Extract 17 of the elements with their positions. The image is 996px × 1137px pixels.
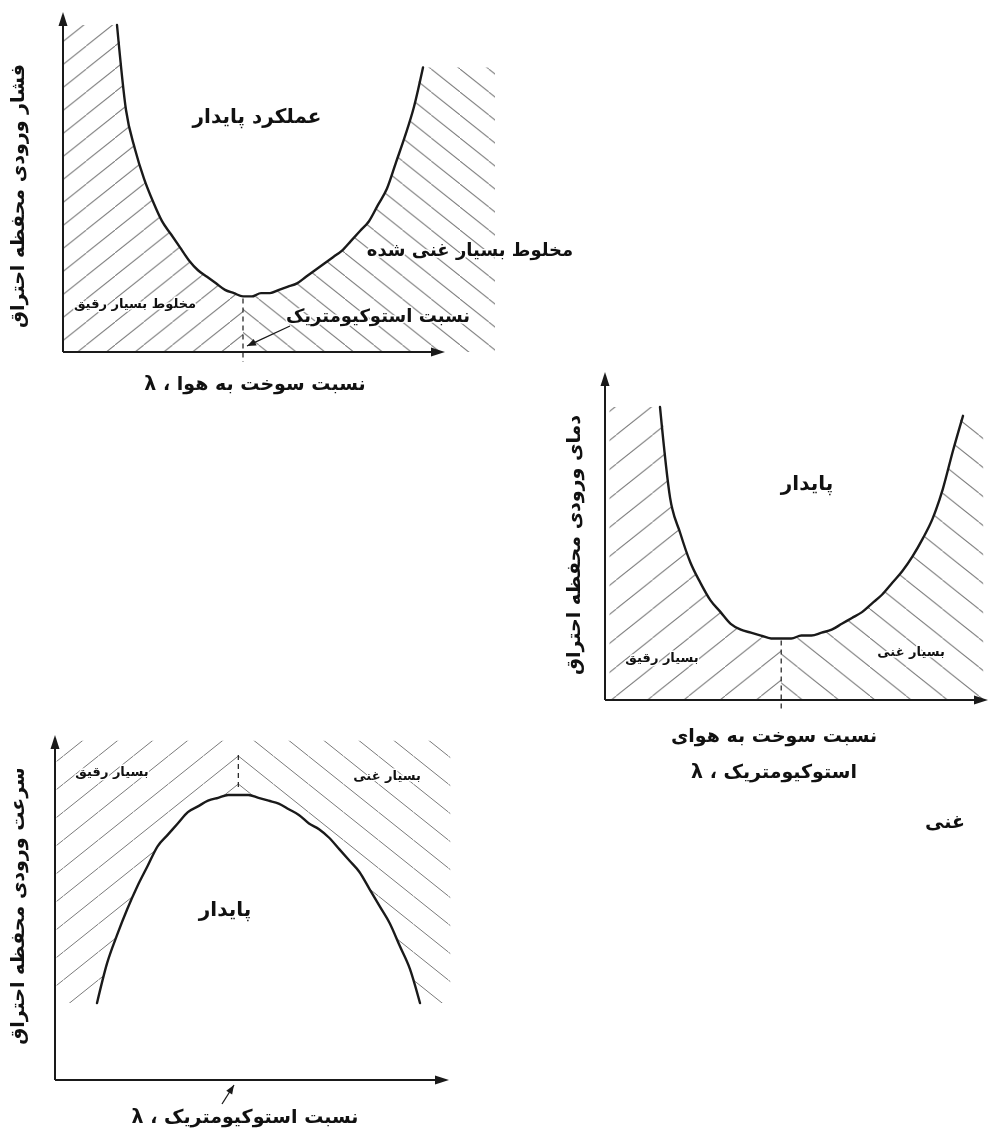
text: غنی — [925, 810, 965, 832]
annotation: بسیار رقیق — [625, 650, 699, 665]
annotation: مخلوط بسیار غنی شده — [366, 239, 574, 261]
annotation: بسیار غنی — [877, 644, 945, 659]
annotation: نسبت استوکیومتریک — [285, 305, 471, 327]
annotation: پایدار — [779, 471, 834, 496]
annotation: پایدار — [197, 897, 252, 922]
annotation: مخلوط بسیار رقیق — [73, 296, 197, 311]
text: بسیار رقیق — [75, 764, 149, 779]
y-axis-title: سرعت ورودی محفظه احتراق — [6, 767, 29, 1045]
y-axis-title: فشار ورودی محفظه احتراق — [6, 64, 29, 328]
text: بسیار غنی — [353, 768, 421, 783]
y-axis-title: دمای ورودی محفظه احتراق — [562, 414, 585, 676]
annotation: عملکرد پایدار — [191, 104, 322, 129]
x-axis-title: نسبت سوخت به هوا ، λ — [144, 372, 366, 395]
x-axis-title: نسبت استوکیومتریک ، λ — [131, 1105, 359, 1128]
x-axis-title: نسبت سوخت به هوای استوکیومتریک ، λ — [670, 724, 878, 784]
